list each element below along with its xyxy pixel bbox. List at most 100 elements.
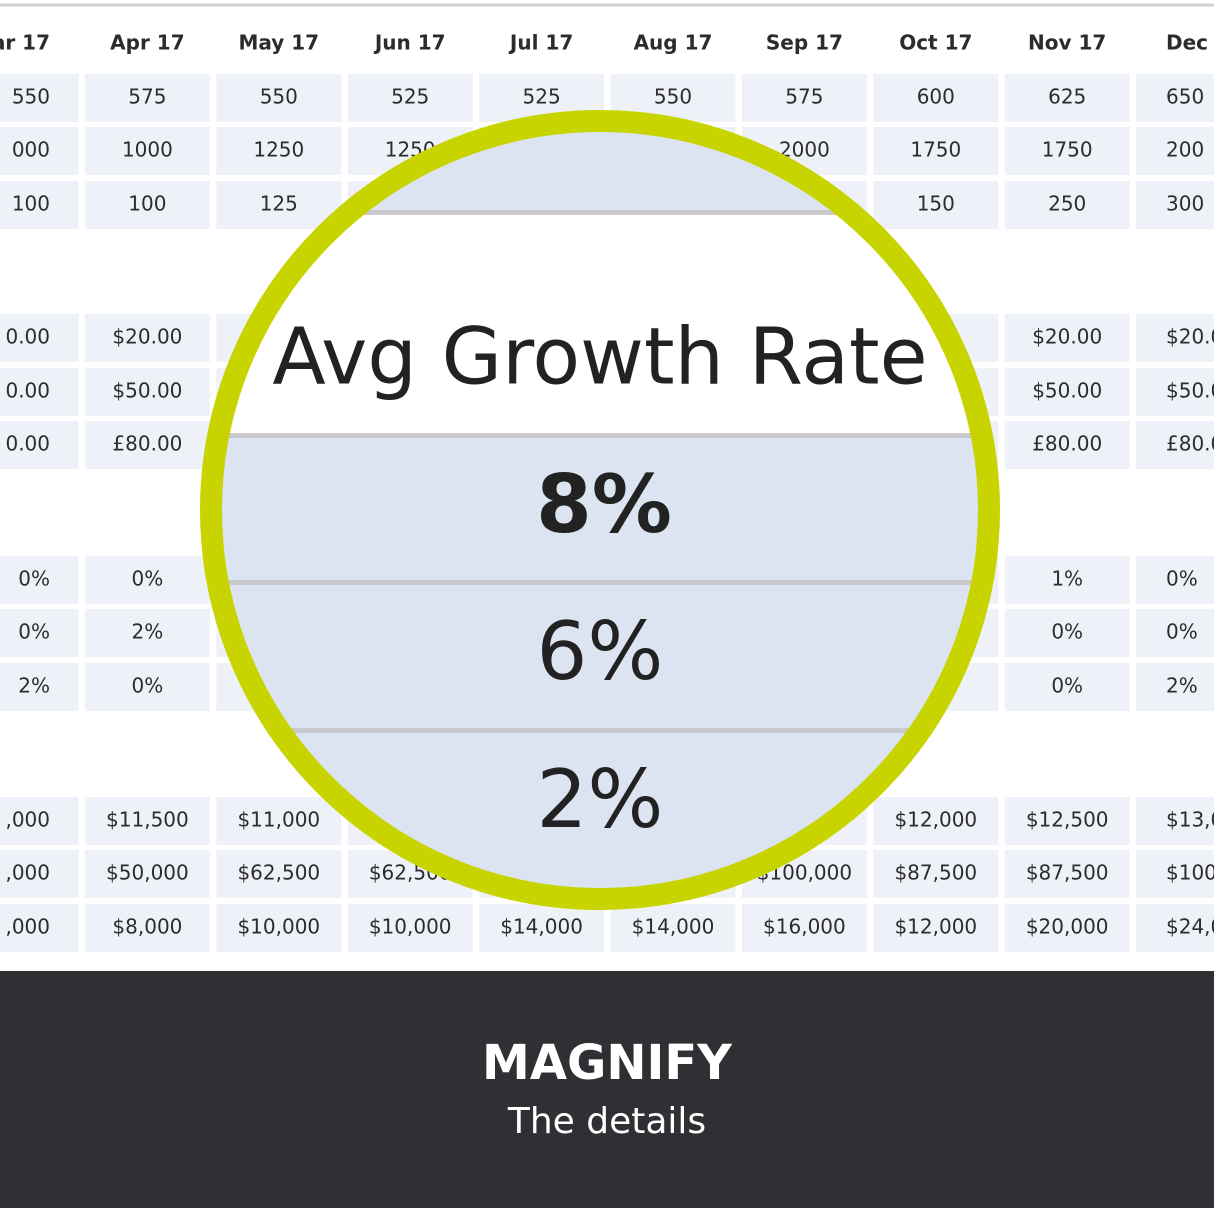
cell-text: £80.00 — [1032, 432, 1102, 456]
cell-text: $24,0 — [1166, 915, 1214, 939]
cell-text: 550 — [12, 85, 50, 109]
cell — [216, 850, 342, 898]
cell-text: ,000 — [5, 808, 50, 832]
cell — [1136, 314, 1214, 362]
cell-text: $87,500 — [894, 861, 977, 885]
cell-text: 150 — [917, 192, 955, 216]
cell-text: $16,000 — [763, 915, 846, 939]
cell-text: $20.0 — [1166, 325, 1214, 349]
cell — [1004, 127, 1130, 175]
cell-text: 1000 — [122, 138, 173, 162]
cell — [1004, 850, 1130, 898]
cell-text: $50.00 — [112, 379, 182, 403]
cell — [741, 904, 867, 952]
cell — [1004, 368, 1130, 416]
cell — [84, 314, 210, 362]
cell — [0, 609, 79, 657]
cell-text: 0% — [18, 567, 50, 591]
cell — [873, 181, 999, 229]
cell-text: $62,500 — [237, 861, 320, 885]
cell — [1136, 127, 1214, 175]
lens-divider — [211, 728, 989, 733]
cell — [84, 556, 210, 604]
cell — [347, 904, 473, 952]
cell — [873, 850, 999, 898]
cell — [1004, 797, 1130, 845]
lens-value: 2% — [537, 753, 664, 846]
cell-text: $50.0 — [1166, 379, 1214, 403]
cell — [84, 663, 210, 711]
cell-text: £80.00 — [112, 432, 182, 456]
cell — [1004, 181, 1130, 229]
column-header: Apr 17 — [110, 31, 184, 55]
cell-text: $11,500 — [106, 808, 189, 832]
cell — [1004, 556, 1130, 604]
cell-text: ,000 — [5, 861, 50, 885]
cell — [0, 556, 79, 604]
cell-text: 2% — [1166, 674, 1198, 698]
cell — [1004, 314, 1130, 362]
cell-text: $11,000 — [237, 808, 320, 832]
cell-text: 2% — [18, 674, 50, 698]
cell-text: 600 — [917, 85, 955, 109]
cell-text: 650 — [1166, 85, 1204, 109]
cell-text: 525 — [523, 85, 561, 109]
cell — [1136, 368, 1214, 416]
column-header: May 17 — [238, 31, 319, 55]
lens-divider — [211, 580, 989, 585]
cell — [84, 850, 210, 898]
cell — [0, 127, 79, 175]
cell — [873, 127, 999, 175]
cell-text: 0% — [1051, 674, 1083, 698]
footer-band — [0, 971, 1214, 1208]
cell-text: 300 — [1166, 192, 1204, 216]
cell-text: $100,0 — [1166, 861, 1214, 885]
cell-text: 100 — [12, 192, 50, 216]
cell — [873, 74, 999, 122]
cell-text: $10,000 — [237, 915, 320, 939]
cell — [84, 797, 210, 845]
cell-text: $10,000 — [369, 915, 452, 939]
cell-text: 0% — [1166, 620, 1198, 644]
cell — [1004, 904, 1130, 952]
cell — [84, 127, 210, 175]
lens-divider — [211, 210, 989, 215]
cell-text: $14,000 — [632, 915, 715, 939]
cell — [0, 797, 79, 845]
cell-text: $20.00 — [112, 325, 182, 349]
lens-value: 8% — [536, 458, 672, 551]
cell-text: 100 — [128, 192, 166, 216]
cell-text: $14,000 — [500, 915, 583, 939]
cell — [0, 74, 79, 122]
column-header: Dec 1 — [1166, 31, 1214, 55]
cell-text: 125 — [260, 192, 298, 216]
footer-subtitle: The details — [507, 1101, 706, 1142]
cell-text: $20,000 — [1026, 915, 1109, 939]
cell — [1136, 797, 1214, 845]
cell-text: 575 — [785, 85, 823, 109]
cell-text: $12,000 — [894, 808, 977, 832]
cell-text: $13,0 — [1166, 808, 1214, 832]
cell-text: 0% — [1166, 567, 1198, 591]
lens-ring — [200, 110, 1000, 910]
cell-text: 1250 — [253, 138, 304, 162]
cell-text: $12,500 — [1026, 808, 1109, 832]
cell-text: 200 — [1166, 138, 1204, 162]
cell — [84, 421, 210, 469]
cell-text: 1750 — [910, 138, 961, 162]
cell — [1004, 74, 1130, 122]
cell — [1004, 609, 1130, 657]
cell-text: 0% — [132, 567, 164, 591]
cell-text: 2% — [132, 620, 164, 644]
cell-text: 1% — [1051, 567, 1083, 591]
cell — [0, 663, 79, 711]
cell — [873, 904, 999, 952]
cell — [0, 181, 79, 229]
cell — [347, 74, 473, 122]
cell-text: 250 — [1048, 192, 1086, 216]
cell — [479, 904, 605, 952]
cell-text: 550 — [260, 85, 298, 109]
cell-text: $8,000 — [112, 915, 182, 939]
